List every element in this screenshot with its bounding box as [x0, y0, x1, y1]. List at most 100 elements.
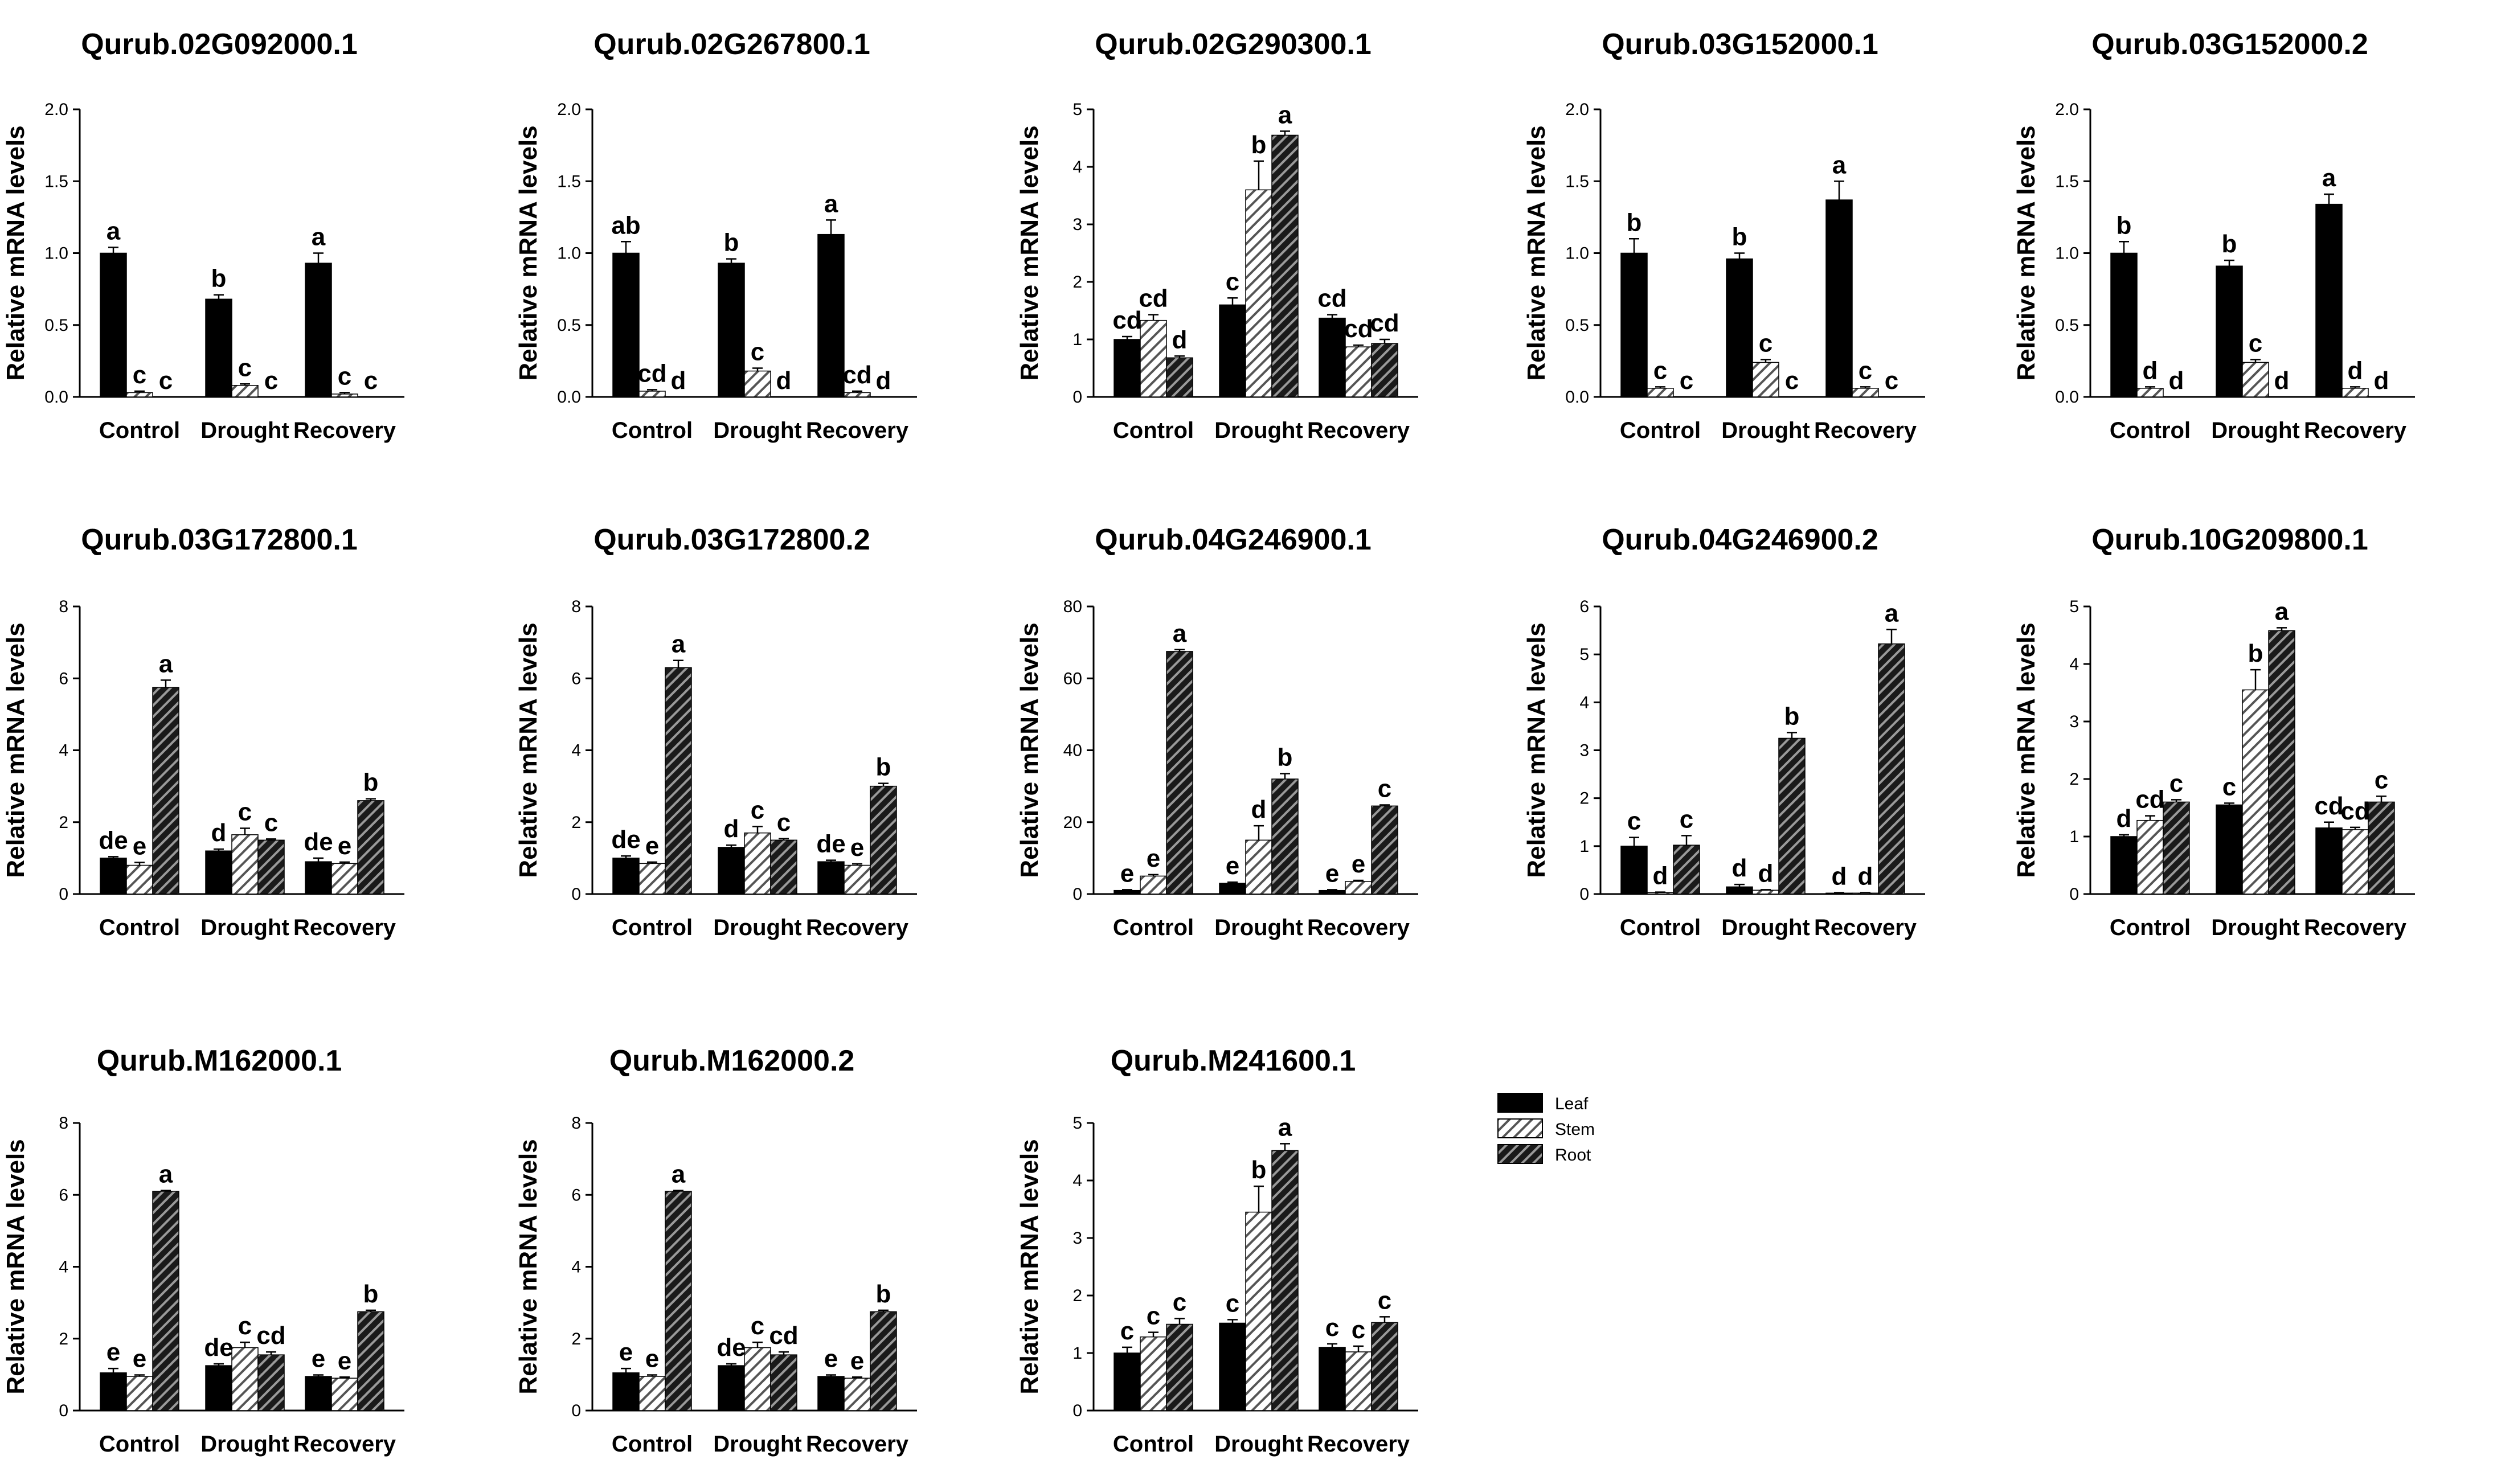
- bar-root: [1371, 1322, 1398, 1411]
- error-bar: [1886, 629, 1897, 644]
- y-tick-label: 4: [1072, 158, 1082, 177]
- significance-letter: d: [876, 367, 891, 395]
- error-bar: [1681, 835, 1692, 846]
- error-bar: [2145, 386, 2155, 388]
- y-axis-label: Relative mRNA levels: [1522, 622, 1550, 878]
- chart-panel-10: Qurub.10G209800.1 Relative mRNA levels 0 1 2…: [2012, 523, 2415, 940]
- y-tick-label: 0.0: [1565, 388, 1589, 407]
- error-bar: [240, 827, 250, 835]
- significance-letter: c: [1653, 356, 1667, 384]
- y-axis-label: Relative mRNA levels: [1522, 125, 1550, 380]
- significance-letter: a: [672, 1161, 686, 1188]
- y-tick-label: 1: [1072, 330, 1082, 349]
- x-tick-label: Recovery: [806, 418, 909, 443]
- legend-label-leaf: Leaf: [1555, 1094, 1589, 1113]
- bar-leaf: [718, 847, 745, 895]
- error-bar: [1174, 355, 1185, 358]
- y-tick-label: 4: [59, 741, 68, 760]
- x-tick-label: Recovery: [1307, 915, 1410, 940]
- significance-letter: c: [364, 367, 378, 395]
- significance-letter: e: [1120, 859, 1134, 887]
- y-tick-label: 2: [1072, 273, 1082, 292]
- bar-stem: [331, 863, 358, 895]
- error-bar: [366, 798, 376, 801]
- error-bar: [2119, 834, 2129, 837]
- bar-stem: [744, 370, 771, 397]
- x-tick-label: Recovery: [1307, 1432, 1410, 1457]
- y-axis-label: Relative mRNA levels: [1016, 1139, 1043, 1394]
- x-tick-label: Drought: [200, 915, 289, 940]
- bar-stem: [126, 1376, 153, 1411]
- significance-letter: a: [107, 217, 121, 245]
- y-tick-label: 2.0: [1565, 100, 1589, 119]
- x-tick-label: Control: [1113, 418, 1194, 443]
- bar-stem: [1345, 346, 1372, 397]
- y-tick-label: 3: [1072, 1229, 1082, 1248]
- bar-leaf: [205, 298, 232, 397]
- error-bar: [826, 219, 836, 235]
- error-bar: [1254, 825, 1264, 841]
- bar-stem: [231, 385, 259, 397]
- significance-letter: c: [238, 354, 252, 382]
- bar-root: [1271, 134, 1299, 397]
- error-bar: [752, 367, 763, 371]
- error-bar: [266, 838, 276, 841]
- x-tick-label: Drought: [200, 418, 289, 443]
- bar-leaf: [100, 252, 127, 397]
- bar-root: [1166, 357, 1193, 397]
- y-tick-label: 5: [1072, 1114, 1082, 1133]
- y-tick-label: 1: [2069, 827, 2079, 846]
- y-tick-label: 0: [571, 1401, 581, 1420]
- significance-letter: c: [2169, 769, 2183, 797]
- significance-letter: e: [133, 832, 146, 860]
- significance-letter: d: [1858, 862, 1873, 890]
- bar-leaf: [305, 861, 332, 895]
- y-tick-label: 4: [1579, 693, 1589, 712]
- x-tick-label: Drought: [713, 418, 802, 443]
- y-axis-label: Relative mRNA levels: [2012, 125, 2040, 380]
- y-tick-label: 0.0: [44, 388, 68, 407]
- y-tick-label: 2: [59, 1330, 68, 1348]
- chart-title: Qurub.M162000.1: [97, 1044, 342, 1077]
- bar-leaf: [1114, 1352, 1141, 1411]
- significance-letter: a: [1278, 1113, 1292, 1141]
- significance-letter: d: [211, 819, 227, 847]
- significance-letter: d: [2348, 356, 2363, 384]
- significance-letter: c: [1759, 329, 1772, 357]
- significance-letter: b: [1784, 702, 1800, 730]
- chart-panel-1: Qurub.02G092000.1 Relative mRNA levels 0.0…: [2, 28, 404, 443]
- significance-letter: b: [876, 1280, 891, 1308]
- y-tick-label: 60: [1063, 669, 1082, 688]
- error-bar: [1629, 238, 1639, 253]
- error-bar: [1860, 892, 1870, 893]
- y-axis-label: Relative mRNA levels: [514, 125, 542, 380]
- bar-leaf: [817, 1376, 845, 1411]
- y-tick-label: 0: [2069, 885, 2079, 904]
- y-tick-label: 2.0: [2055, 100, 2079, 119]
- significance-letter: e: [850, 1347, 864, 1375]
- error-bar: [826, 1374, 836, 1377]
- significance-letter: b: [876, 753, 891, 781]
- y-tick-label: 5: [1579, 645, 1589, 664]
- significance-letter: c: [1378, 774, 1391, 802]
- y-tick-label: 2: [571, 1330, 581, 1348]
- error-bar: [1379, 804, 1390, 806]
- bar-leaf: [1319, 889, 1346, 895]
- bar-leaf: [2110, 836, 2138, 895]
- x-tick-label: Recovery: [806, 1432, 909, 1457]
- error-bar: [1174, 1318, 1185, 1325]
- y-axis-label: Relative mRNA levels: [1016, 622, 1043, 878]
- y-axis-label: Relative mRNA levels: [2, 622, 30, 878]
- error-bar: [1761, 889, 1771, 891]
- y-tick-label: 2.0: [44, 100, 68, 119]
- y-tick-label: 8: [571, 597, 581, 616]
- x-tick-label: Recovery: [293, 1432, 396, 1457]
- bar-leaf: [2110, 252, 2138, 397]
- significance-letter: a: [159, 1161, 173, 1188]
- bar-stem: [126, 864, 153, 895]
- significance-letter: d: [2274, 367, 2290, 395]
- significance-letter: c: [2375, 766, 2388, 794]
- significance-letter: e: [312, 1345, 325, 1373]
- error-bar: [852, 863, 862, 866]
- chart-panel-7: Qurub.03G172800.2 Relative mRNA levels 0 2 4…: [514, 523, 917, 940]
